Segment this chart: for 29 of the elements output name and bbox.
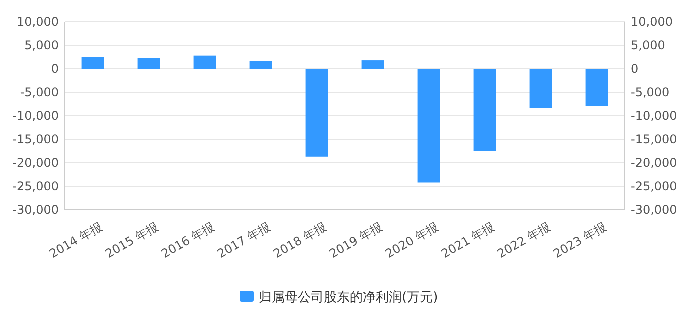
bar (586, 69, 608, 106)
bar (82, 57, 104, 69)
bar (250, 61, 272, 69)
y-tick-label: -10,000 (12, 109, 59, 124)
y-tick-label: -20,000 (12, 156, 59, 170)
y2-tick-label: 5,000 (631, 38, 666, 53)
y2-tick-label: -30,000 (631, 203, 678, 218)
y-tick-label: 0 (51, 62, 59, 76)
bar (530, 69, 552, 108)
y-tick-label: -25,000 (12, 180, 59, 194)
y2-tick-label: -20,000 (631, 156, 678, 170)
bar (194, 56, 216, 69)
y-tick-label: 5,000 (24, 38, 59, 53)
y2-tick-label: -25,000 (631, 180, 678, 194)
y-tick-label: 10,000 (17, 15, 59, 30)
bar (138, 58, 160, 69)
y-tick-label: -5,000 (20, 86, 59, 100)
y2-tick-label: 0 (631, 62, 639, 76)
bar (362, 60, 384, 69)
y2-tick-label: -10,000 (631, 109, 678, 124)
y2-tick-label: -5,000 (631, 86, 670, 100)
bar (474, 69, 496, 152)
y2-tick-label: 10,000 (631, 15, 673, 30)
y-tick-label: -30,000 (12, 203, 59, 218)
bar (306, 69, 328, 157)
bar (418, 69, 440, 183)
y2-tick-label: -15,000 (631, 132, 678, 147)
y-tick-label: -15,000 (12, 132, 59, 147)
legend-label: 归属母公司股东的净利润(万元) (259, 290, 438, 306)
